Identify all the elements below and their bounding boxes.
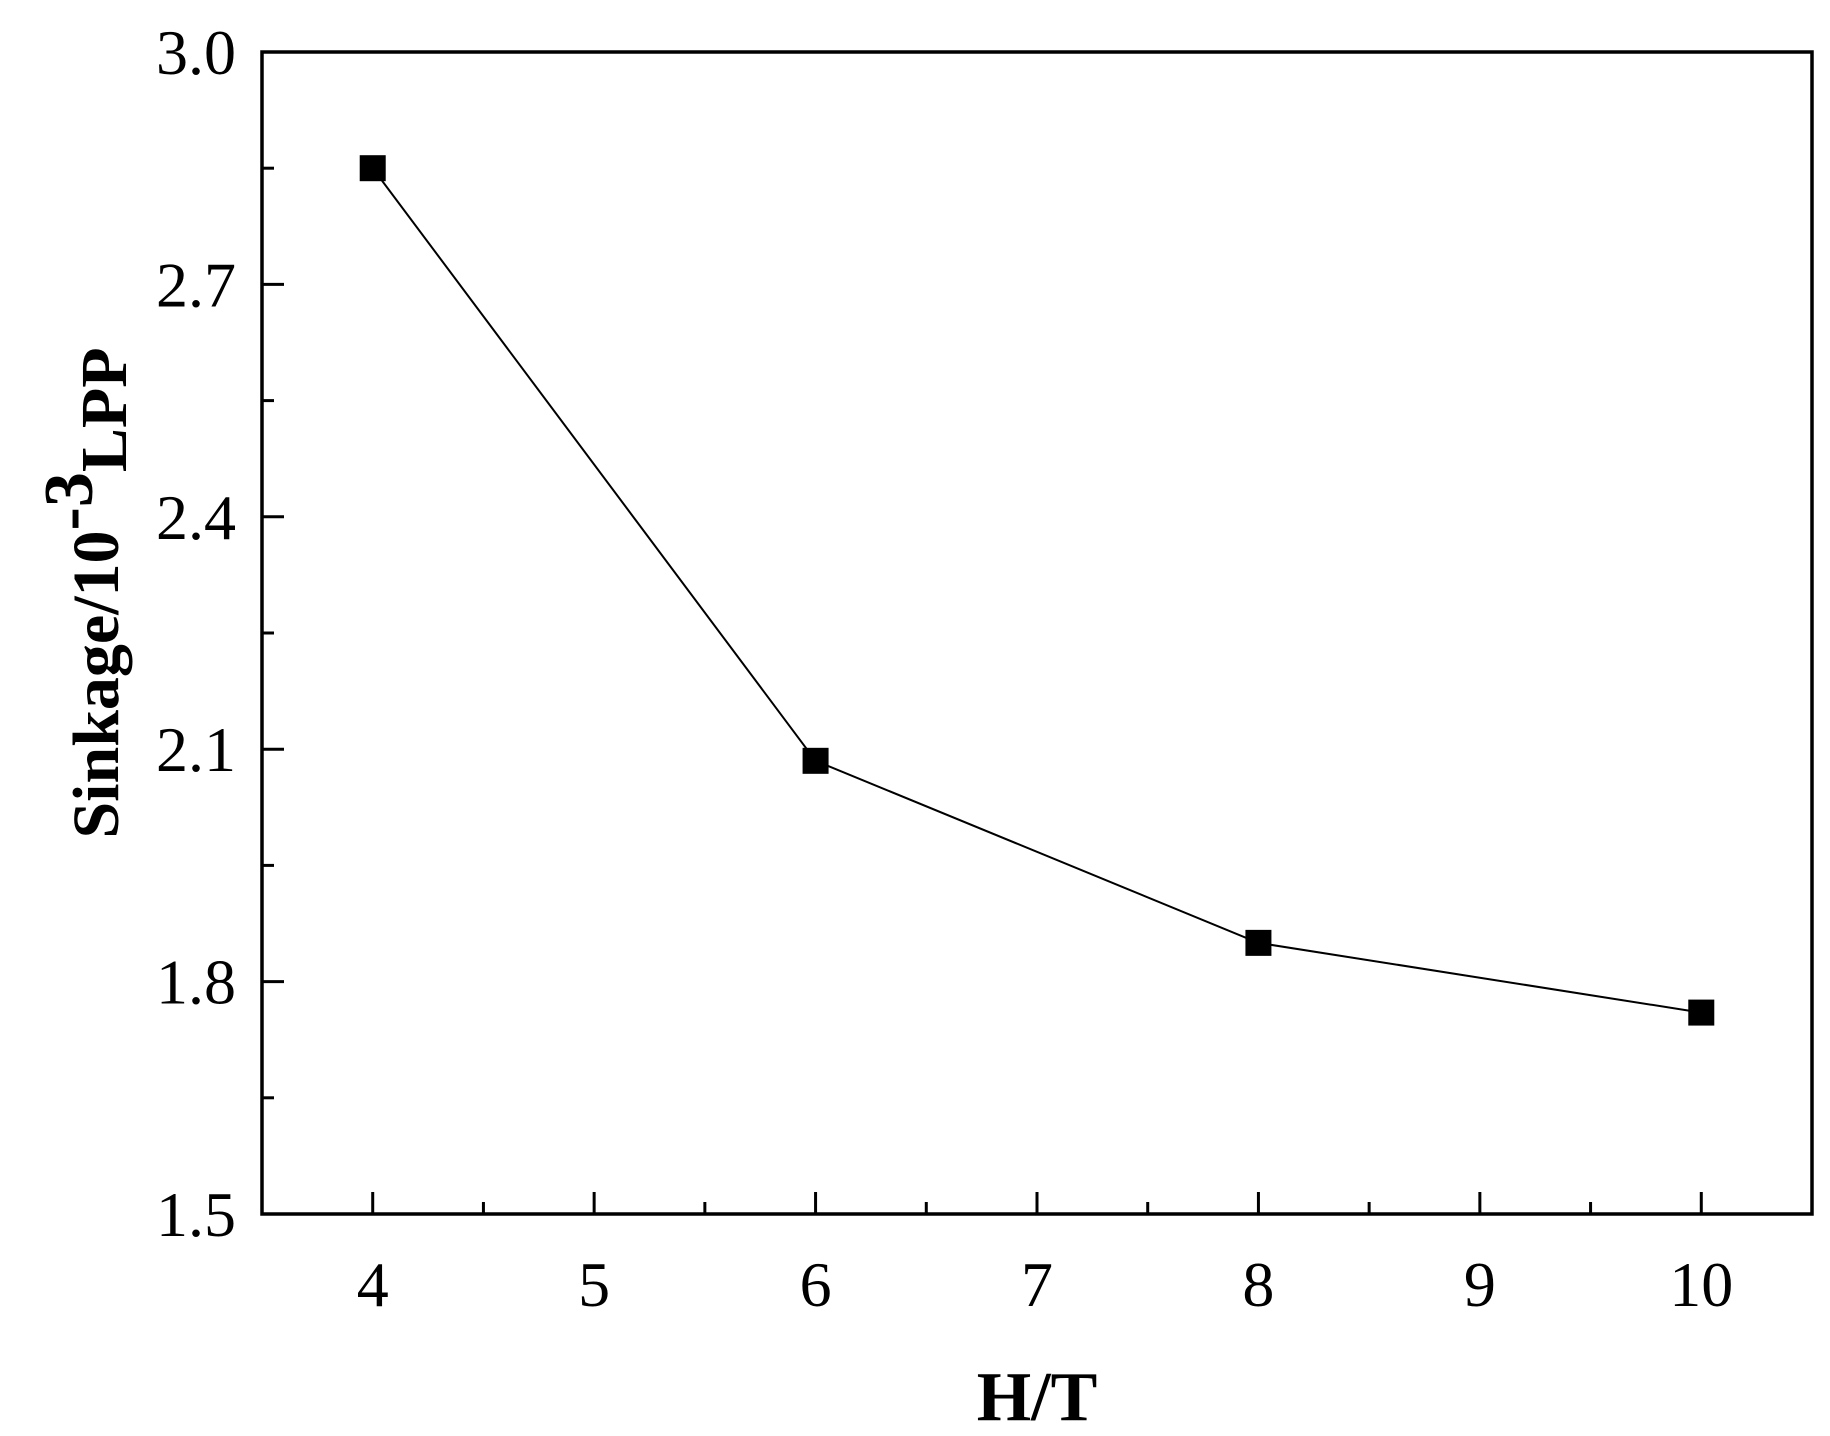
y-tick-label: 2.7 xyxy=(156,249,236,320)
series-line xyxy=(371,167,1702,1014)
y-axis-title: Sinkage/10-3LPP xyxy=(31,347,141,838)
minor-ticks xyxy=(262,166,1593,1214)
data-point xyxy=(802,747,829,774)
y-tick-label: 3.0 xyxy=(156,17,236,88)
x-tick-label: 7 xyxy=(1021,1249,1053,1320)
plot-frame xyxy=(260,50,1814,1216)
y-axis-title-superscript: -3 xyxy=(31,472,108,530)
y-axis-title-main: Sinkage/10 xyxy=(60,530,133,838)
data-point xyxy=(359,155,386,182)
data-point xyxy=(1245,929,1272,956)
x-tick-label: 10 xyxy=(1669,1249,1733,1320)
x-tick-label: 9 xyxy=(1464,1249,1496,1320)
y-tick-label: 1.8 xyxy=(156,947,236,1018)
x-tick-label: 6 xyxy=(800,1249,832,1320)
y-tick-label: 1.5 xyxy=(156,1179,236,1250)
svg-text:Sinkage/10-3LPP: Sinkage/10-3LPP xyxy=(31,347,141,838)
series-group xyxy=(359,155,1715,1026)
major-ticks xyxy=(262,50,1703,1216)
y-tick-label: 2.1 xyxy=(156,714,236,785)
x-axis-title: H/T xyxy=(977,1359,1098,1436)
data-point xyxy=(1688,999,1715,1026)
x-tick-label: 8 xyxy=(1242,1249,1274,1320)
y-axis-title-subscript: LPP xyxy=(68,347,141,472)
x-tick-label: 4 xyxy=(357,1249,389,1320)
y-tick-label: 2.4 xyxy=(156,482,236,553)
tick-labels: 4 5 6 7 8 9 10 1.5 1.8 2.1 2.4 2.7 3.0 xyxy=(156,17,1733,1320)
x-tick-label: 5 xyxy=(578,1249,610,1320)
